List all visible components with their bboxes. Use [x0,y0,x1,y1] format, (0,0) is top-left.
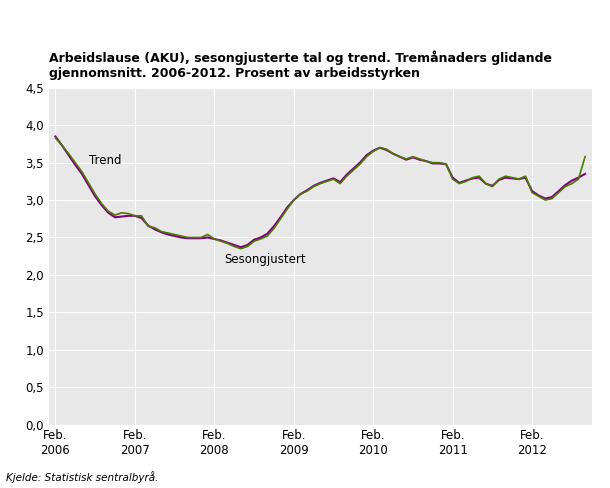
Text: Trend: Trend [88,154,121,167]
Text: Arbeidslause (AKU), sesongjusterte tal og trend. Tremånaders glidande
gjennomsni: Arbeidslause (AKU), sesongjusterte tal o… [49,50,552,80]
Text: Sesongjustert: Sesongjustert [224,253,306,266]
Text: Kjelde: Statistisk sentralbyrå.: Kjelde: Statistisk sentralbyrå. [6,471,159,483]
